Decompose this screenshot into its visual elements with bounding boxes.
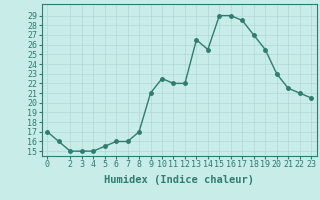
X-axis label: Humidex (Indice chaleur): Humidex (Indice chaleur) (104, 175, 254, 185)
